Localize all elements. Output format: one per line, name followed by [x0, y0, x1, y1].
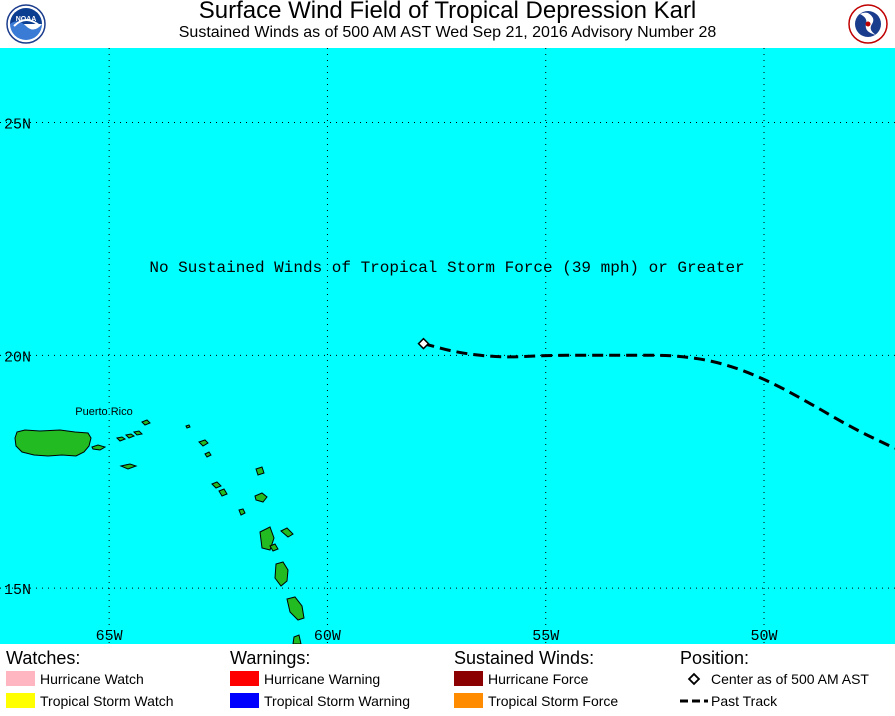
st-kitts-island — [211, 481, 222, 489]
svg-text:NOAA: NOAA — [16, 16, 37, 23]
montserrat-island — [238, 508, 246, 516]
center-diamond-icon — [687, 672, 701, 686]
dominica-island — [259, 526, 275, 551]
vieques-island — [91, 444, 107, 451]
map-subtitle: Sustained Winds as of 500 AM AST Wed Sep… — [178, 24, 717, 41]
dashed-line-icon — [680, 699, 708, 703]
noaa-logo-icon: NOAA — [6, 4, 46, 44]
legend-label: Past Track — [711, 693, 778, 709]
puerto-rico-land — [14, 429, 92, 457]
legend: Watches: Hurricane Watch Tropical Storm … — [0, 644, 895, 716]
legend-label: Tropical Storm Force — [488, 693, 619, 709]
legend-label: Hurricane Watch — [40, 671, 144, 687]
legend-label: Center as of 500 AM AST — [711, 671, 869, 687]
st-lucia-island — [286, 596, 305, 621]
longitude-label: 65W — [96, 628, 123, 644]
puerto-rico-label: Puerto Rico — [75, 406, 132, 418]
legend-label: Hurricane Warning — [264, 671, 381, 687]
st-martin-island — [198, 439, 209, 447]
longitude-label: 50W — [751, 628, 778, 644]
latitude-label: 20N — [4, 349, 31, 366]
antigua-island — [255, 466, 265, 476]
legend-warnings-heading: Warnings: — [230, 648, 311, 668]
map-title: Surface Wind Field of Tropical Depressio… — [198, 0, 697, 24]
virgin-island-2 — [124, 433, 136, 439]
longitude-label: 60W — [314, 628, 341, 644]
virgin-island-4 — [141, 419, 151, 426]
storm-center-marker — [417, 337, 430, 350]
tropical-storm-warning-swatch — [230, 693, 259, 708]
legend-label: Tropical Storm Warning — [264, 693, 411, 709]
nws-logo-icon — [848, 4, 888, 44]
les-saintes-island — [280, 527, 294, 538]
saba-island — [204, 451, 212, 458]
land-masses — [14, 419, 305, 644]
latitude-labels: 25N 20N 15N — [4, 117, 31, 600]
martinique-island — [274, 561, 289, 587]
hurricane-force-swatch — [454, 671, 483, 686]
past-track-line — [423, 342, 895, 450]
no-ts-winds-notice: No Sustained Winds of Tropical Storm For… — [149, 259, 744, 277]
ocean-area — [0, 48, 895, 644]
tropical-storm-force-swatch — [454, 693, 483, 708]
wind-field-map: Puerto Rico No Sustained Winds of Tropic… — [0, 48, 895, 644]
longitude-labels: 65W 60W 55W 50W — [96, 628, 778, 644]
virgin-island-1 — [115, 436, 127, 442]
tropical-storm-watch-swatch — [6, 693, 35, 708]
legend-label: Tropical Storm Watch — [40, 693, 174, 709]
virgin-island-3 — [132, 430, 144, 436]
st-vincent-island — [292, 634, 302, 644]
longitude-label: 55W — [532, 628, 559, 644]
st-croix-island — [119, 463, 138, 470]
legend-position-heading: Position: — [680, 648, 750, 668]
hurricane-watch-swatch — [6, 671, 35, 686]
legend-winds-heading: Sustained Winds: — [454, 648, 595, 668]
legend-watches-heading: Watches: — [6, 648, 81, 668]
latitude-label: 25N — [4, 117, 31, 134]
header: NOAA Surface Wind Field of Tropical Depr… — [0, 0, 895, 48]
nevis-island — [218, 488, 228, 497]
legend-label: Hurricane Force — [488, 671, 589, 687]
guadeloupe-island — [254, 492, 268, 503]
anguilla-island — [185, 424, 191, 429]
latitude-label: 15N — [4, 582, 31, 599]
marie-galante-island — [269, 543, 279, 552]
hurricane-warning-swatch — [230, 671, 259, 686]
